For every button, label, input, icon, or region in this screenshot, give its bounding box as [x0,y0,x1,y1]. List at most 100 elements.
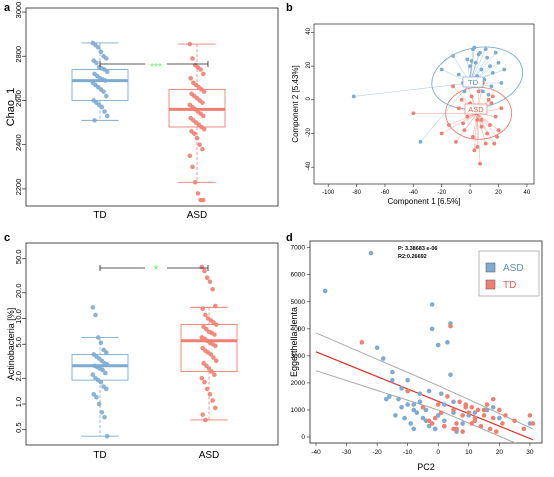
asd-point [399,386,404,391]
x-tick-label: -10 [403,449,413,456]
point-asd [213,405,218,411]
point-asd [192,180,198,185]
x-tick-label: -80 [352,190,361,196]
asd-point [380,356,386,361]
asd-point [451,399,456,405]
point-td [104,56,109,61]
point-asd [200,100,205,105]
point-td [103,370,108,376]
asd-point [420,415,426,421]
panel-c-xcat-asd: ASD [199,450,220,461]
asd-point [390,369,395,375]
legend-asd-label: ASD [503,263,524,274]
panel-d-pvalue: P: 3.38683 e-06 [398,246,437,252]
x-tick-label: 0 [468,190,472,196]
legend-td-swatch [485,279,496,290]
y-tick-label: 20 [306,61,312,68]
asd-point [476,89,481,94]
td-point [359,340,365,345]
x-tick-label: -40 [409,190,418,196]
point-td [90,372,96,378]
asd-point [383,396,389,402]
point-td [104,113,110,119]
asd-point [469,94,474,99]
td-point [530,421,536,426]
point-asd [201,126,207,132]
point-asd [190,56,195,61]
asd-point [485,131,490,136]
asd-point [442,402,447,407]
panel-b-asd-label: ASD [468,105,484,114]
point-asd [202,268,207,274]
asd-point [411,407,417,413]
point-td [94,394,99,400]
y-tick-label: 2.0 [14,371,23,381]
asd-point [490,404,496,410]
panel-a-xcat-asd: ASD [187,210,208,221]
asd-spoke [462,113,478,124]
point-asd [207,391,213,397]
td-point [478,50,482,55]
point-td [99,104,105,110]
point-asd [199,264,205,270]
td-point [490,415,496,421]
td-point [469,421,475,426]
td-point [488,64,492,69]
box-td [71,69,129,101]
td-point [496,60,501,65]
point-td [104,362,110,367]
point-td [93,312,98,318]
point-asd [209,369,214,374]
panel-a-ylabel: Chao_1 [5,88,17,127]
point-asd [194,135,200,141]
asd-point [322,288,328,294]
td-point [439,67,444,72]
y-tick-label: 1.0 [14,397,23,407]
asd-point [483,141,488,146]
asd-point [435,413,441,418]
panel-a: 3000 2800 2600 2400 2200 [14,2,226,203]
td-point [472,45,477,50]
asd-point [408,421,414,426]
point-asd [200,306,205,312]
point-td [99,409,105,415]
asd-spoke [477,113,495,144]
point-td [100,367,105,373]
panel-a-letter: a [4,2,11,14]
asd-point [461,121,465,126]
point-asd [206,366,212,371]
panel-c-ylabel: Actinobacteria [%] [6,308,16,381]
asd-point [402,415,407,421]
point-asd [199,375,205,381]
td-point [456,72,461,77]
x-tick-label: -20 [372,449,382,456]
asd-point [448,372,453,378]
panel-b: -100 -80 -60 -40 -20 0 20 40 40 20 0 -20 -40 [306,27,531,196]
asd-point [451,84,455,89]
x-tick-label: 20 [495,190,502,196]
point-asd [201,89,207,94]
asd-point [492,141,497,146]
panel-b-td-label: TD [468,78,479,87]
td-point [426,418,432,424]
panel-d-letter: d [286,232,293,244]
td-point [481,89,485,94]
td-point [484,402,490,407]
asd-point [429,326,435,332]
point-asd [192,131,197,136]
td-point [454,421,459,426]
asd-point [460,421,465,426]
asd-point [499,106,504,111]
point-asd [201,197,206,203]
y-tick-label: 7000 [291,245,306,252]
y-tick-label: 2600 [14,90,23,107]
asd-point [490,94,495,99]
point-asd [202,379,207,385]
y-tick-label: 2800 [14,46,23,63]
td-point [420,404,426,410]
y-tick-label: 5000 [291,299,306,306]
td-point [466,410,472,415]
td-point [502,67,507,72]
panel-a-frame [25,7,279,207]
asd-point [399,404,404,410]
